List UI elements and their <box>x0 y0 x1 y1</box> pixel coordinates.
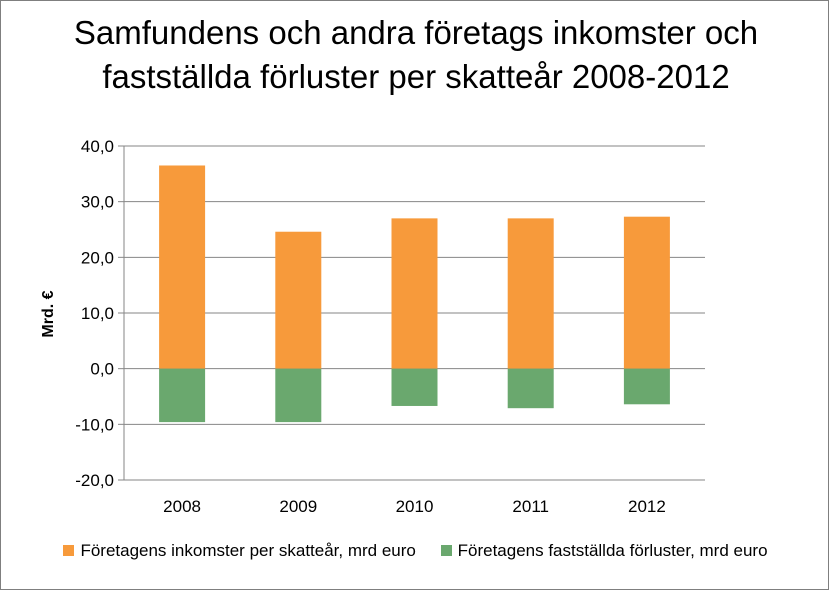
bar-income-2011 <box>507 218 554 369</box>
y-tick-label: 20,0 <box>81 248 114 267</box>
y-tick-label: 0,0 <box>90 360 114 379</box>
x-tick-label: 2010 <box>396 497 434 516</box>
y-axis-label: Mrd. € <box>40 290 57 337</box>
bar-losses-2012 <box>623 368 670 405</box>
y-tick-label: 10,0 <box>81 304 114 323</box>
legend-item-income: Företagens inkomster per skatteår, mrd e… <box>63 541 416 561</box>
bar-losses-2009 <box>275 368 322 423</box>
bar-income-2009 <box>275 231 322 369</box>
x-tick-label: 2008 <box>163 497 201 516</box>
legend-label-income: Företagens inkomster per skatteår, mrd e… <box>80 541 416 560</box>
bar-losses-2011 <box>507 368 554 409</box>
x-tick-label: 2012 <box>628 497 666 516</box>
x-tick-label: 2011 <box>512 497 549 516</box>
legend-swatch-income <box>63 545 75 556</box>
bar-losses-2010 <box>391 368 438 406</box>
bar-income-2008 <box>159 165 206 369</box>
legend-item-losses: Företagens fastställda förluster, mrd eu… <box>440 541 768 561</box>
y-tick-label: 30,0 <box>81 193 114 212</box>
bar-income-2010 <box>391 218 438 369</box>
legend: Företagens inkomster per skatteår, mrd e… <box>1 541 829 561</box>
x-tick-label: 2009 <box>279 497 317 516</box>
y-tick-label: -20,0 <box>75 471 114 490</box>
legend-swatch-losses <box>440 545 452 556</box>
bar-income-2012 <box>623 216 670 369</box>
chart-title: Samfundens och andra företags inkomster … <box>73 14 759 95</box>
y-tick-label: -10,0 <box>75 415 114 434</box>
bar-losses-2008 <box>159 368 206 423</box>
legend-label-losses: Företagens fastställda förluster, mrd eu… <box>457 541 768 560</box>
y-tick-label: 40,0 <box>81 137 114 156</box>
